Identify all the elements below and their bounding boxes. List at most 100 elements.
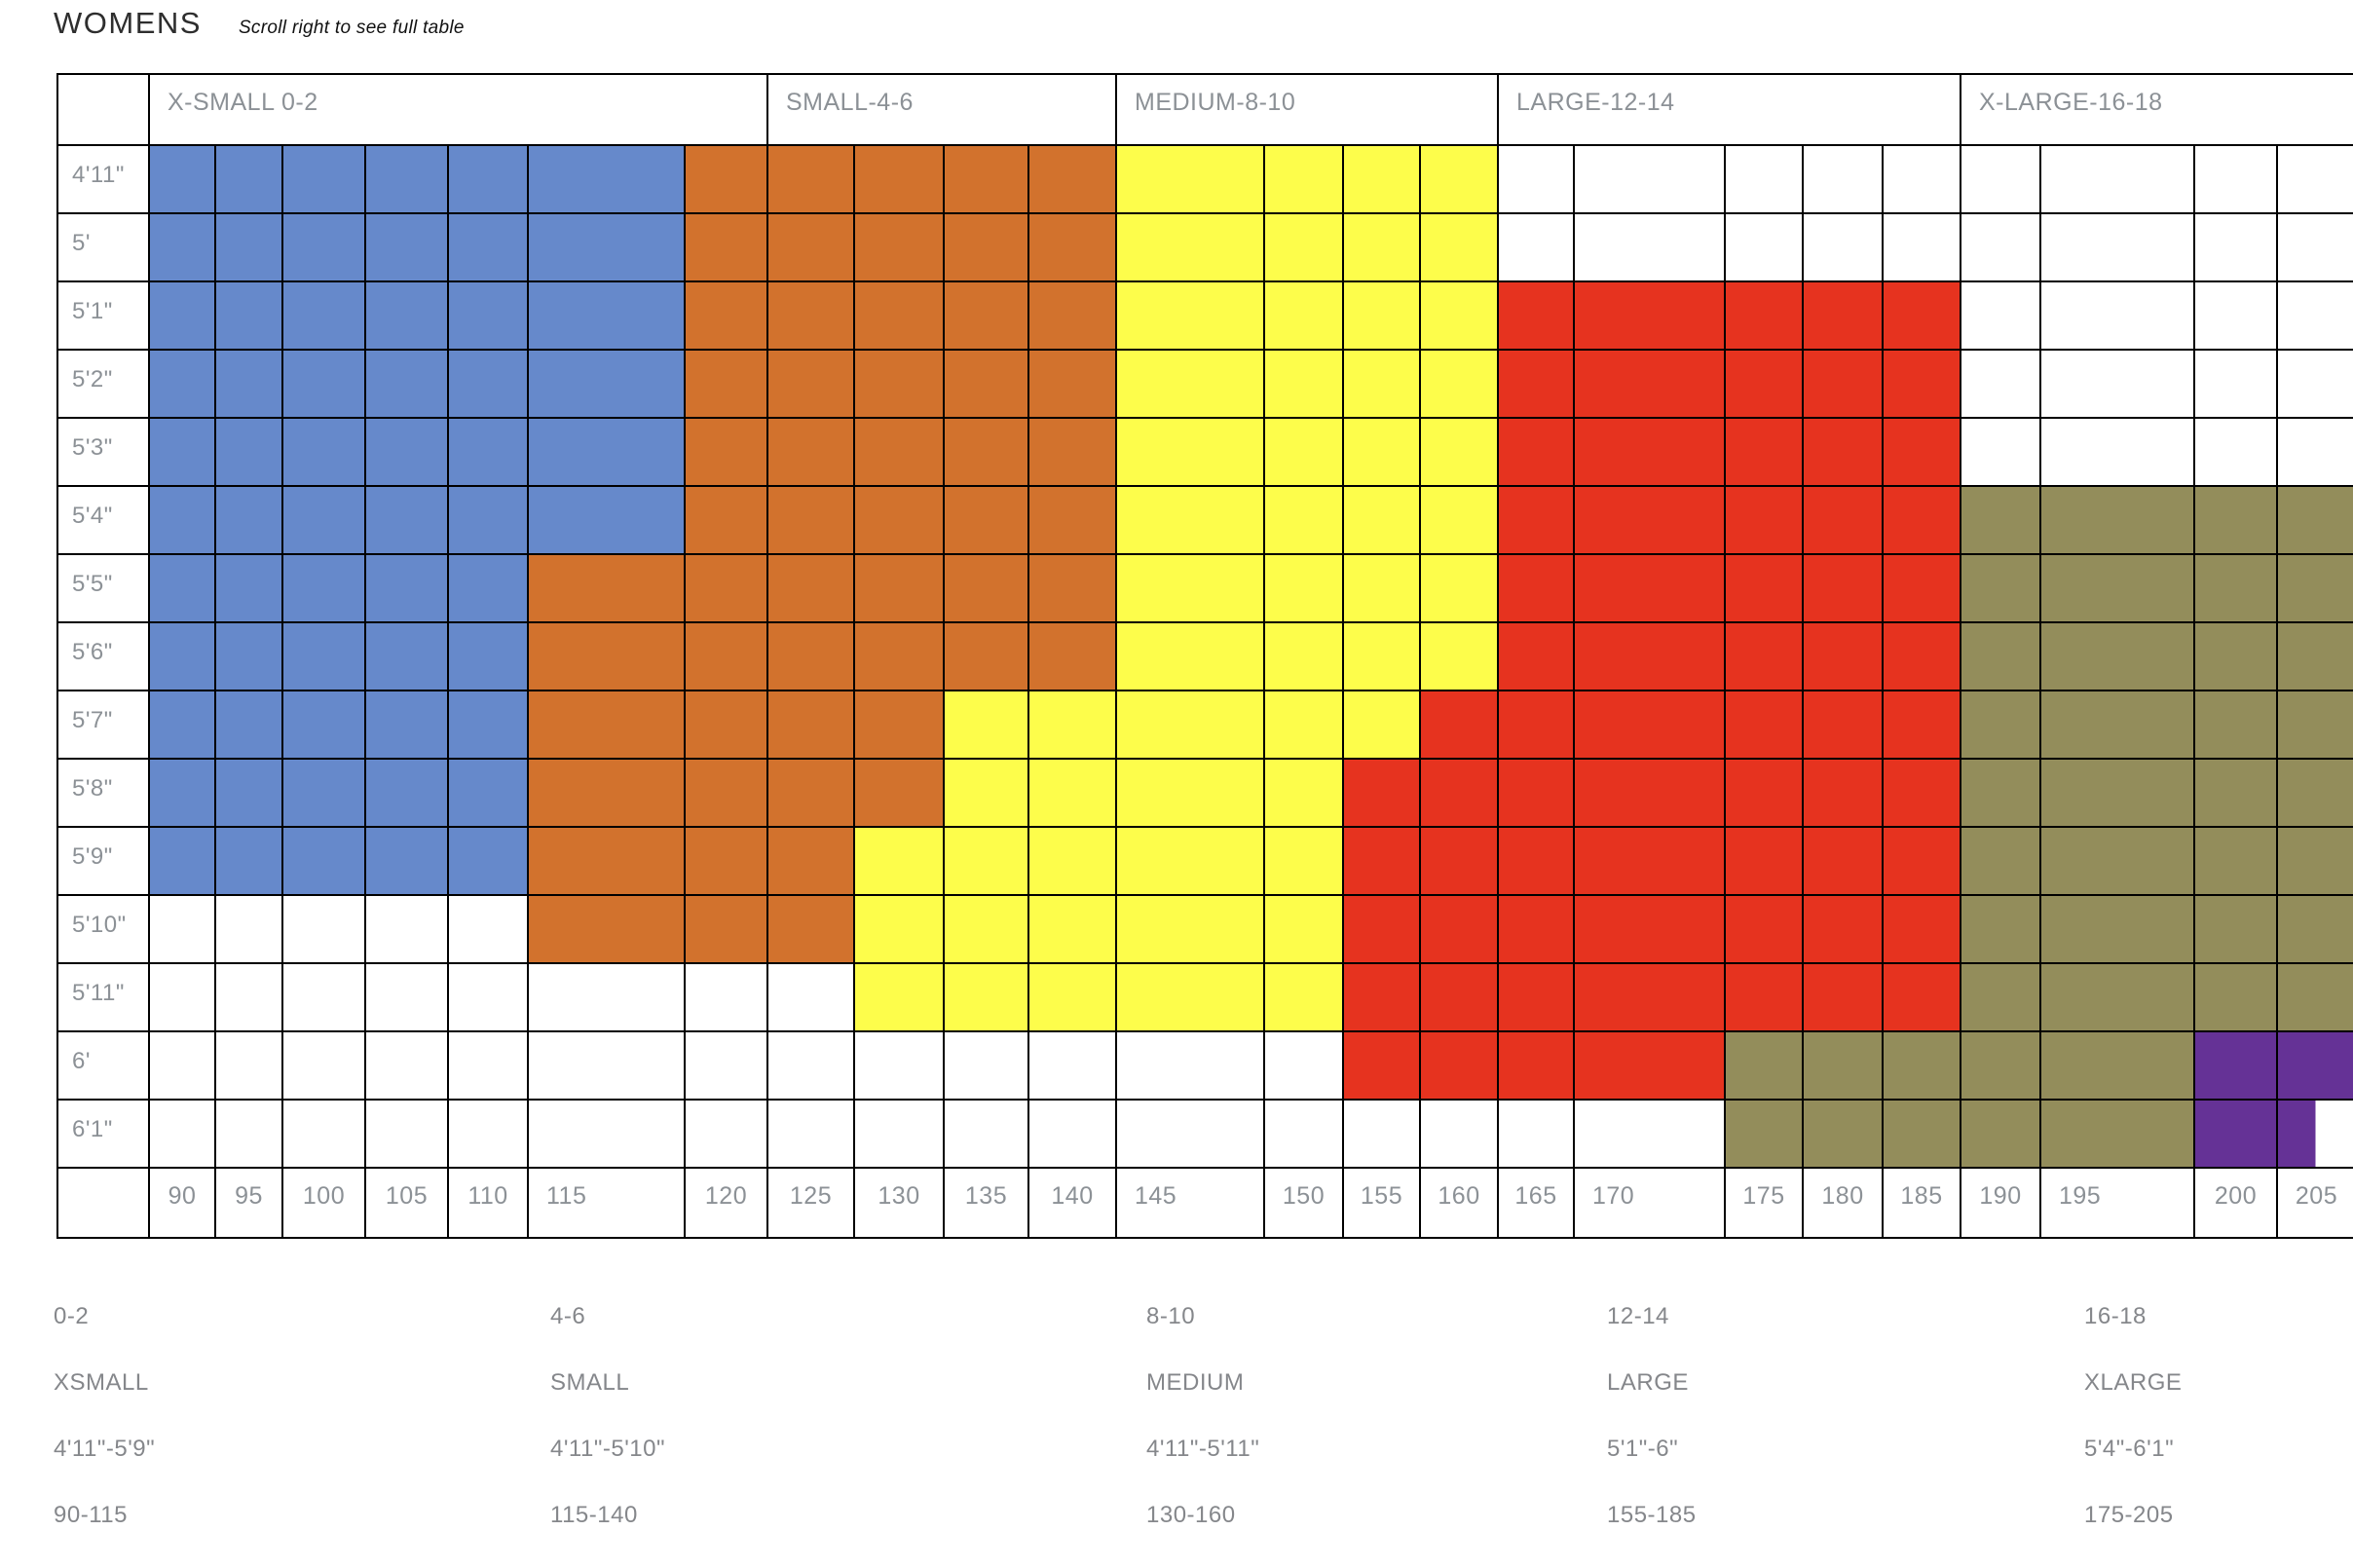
grid-cell — [1804, 351, 1882, 417]
grid-cell — [283, 214, 364, 280]
weight-label: 165 — [1499, 1169, 1573, 1237]
height-row-label: 5'5" — [58, 555, 148, 621]
grid-cell — [1029, 214, 1115, 280]
weight-label: 185 — [1884, 1169, 1960, 1237]
grid-cell — [1029, 1032, 1115, 1099]
grid-cell — [283, 896, 364, 962]
grid-cell — [1499, 896, 1573, 962]
grid-cell — [150, 214, 214, 280]
height-row-label: 5'3" — [58, 419, 148, 485]
grid-cell — [1421, 760, 1497, 826]
grid-cell — [150, 487, 214, 553]
grid-cell — [1961, 146, 2039, 212]
grid-cell — [1117, 419, 1263, 485]
grid-cell — [945, 896, 1027, 962]
grid-cell — [216, 146, 281, 212]
grid-cell — [1117, 282, 1263, 349]
grid-cell — [1421, 828, 1497, 894]
grid-cell — [1575, 964, 1724, 1030]
legend-column-xsmall: 0-2 XSMALL 4'11"-5'9" 90-115 — [54, 1303, 502, 1568]
height-row-label: 5' — [58, 214, 148, 280]
grid-cell — [2278, 760, 2353, 826]
grid-cell — [1421, 555, 1497, 621]
weight-label: 95 — [216, 1169, 281, 1237]
grid-cell — [768, 487, 853, 553]
legend-range-text: 12-14 — [1607, 1303, 1669, 1329]
grid-cell — [1029, 146, 1115, 212]
grid-cell — [945, 419, 1027, 485]
grid-cell — [768, 1101, 853, 1167]
grid-cell — [216, 214, 281, 280]
legend-heights-text: 5'1"-6" — [1607, 1436, 1679, 1462]
grid-cell — [1265, 1101, 1342, 1167]
grid-cell — [768, 555, 853, 621]
weight-label: 160 — [1421, 1169, 1497, 1237]
grid-cell — [216, 623, 281, 690]
grid-cell — [216, 964, 281, 1030]
grid-cell — [1884, 555, 1960, 621]
grid-cell — [1804, 419, 1882, 485]
grid-cell — [855, 146, 943, 212]
grid-cell — [1117, 623, 1263, 690]
grid-cell — [1726, 282, 1802, 349]
grid-cell — [449, 214, 527, 280]
grid-cell — [1117, 487, 1263, 553]
grid-cell — [1499, 760, 1573, 826]
grid-cell — [1029, 351, 1115, 417]
grid-cell — [1961, 351, 2039, 417]
grid-cell — [529, 964, 684, 1030]
grid-cell — [945, 691, 1027, 758]
grid-cell — [529, 1032, 684, 1099]
grid-cell — [283, 760, 364, 826]
grid-cell — [1344, 282, 1419, 349]
grid-cell — [1961, 828, 2039, 894]
weight-label: 155 — [1344, 1169, 1419, 1237]
grid-cell — [366, 146, 447, 212]
grid-cell — [1421, 896, 1497, 962]
grid-cell — [283, 351, 364, 417]
grid-cell — [529, 1101, 684, 1167]
grid-cell — [2195, 964, 2276, 1030]
grid-cell — [529, 214, 684, 280]
grid-cell — [283, 487, 364, 553]
grid-cell — [2041, 555, 2193, 621]
grid-cell — [945, 214, 1027, 280]
grid-cell — [1804, 760, 1882, 826]
grid-cell — [1344, 214, 1419, 280]
grid-cell — [855, 964, 943, 1030]
grid-cell — [1804, 555, 1882, 621]
grid-cell — [449, 623, 527, 690]
weight-row-corner-cell — [58, 1169, 148, 1237]
legend-weights-text: 130-160 — [1146, 1502, 1236, 1528]
grid-cell — [1961, 419, 2039, 485]
grid-cell — [529, 282, 684, 349]
grid-cell — [283, 282, 364, 349]
legend-heights-text: 4'11"-5'10" — [550, 1436, 665, 1462]
grid-cell — [1029, 760, 1115, 826]
grid-cell — [449, 351, 527, 417]
grid-cell — [2041, 419, 2193, 485]
grid-cell — [283, 1032, 364, 1099]
grid-cell — [1884, 214, 1960, 280]
grid-cell — [1575, 555, 1724, 621]
grid-cell — [855, 487, 943, 553]
grid-cell — [449, 760, 527, 826]
grid-cell — [449, 828, 527, 894]
grid-cell — [1961, 282, 2039, 349]
grid-cell — [1884, 896, 1960, 962]
grid-cell — [1029, 964, 1115, 1030]
womens-size-chart-table[interactable]: X-SMALL 0-2 SMALL-4-6 MEDIUM-8-10 LARGE-12-… — [56, 73, 2353, 1239]
grid-cell — [1344, 760, 1419, 826]
grid-cell — [1344, 351, 1419, 417]
grid-cell — [1344, 691, 1419, 758]
grid-cell — [216, 1032, 281, 1099]
grid-cell — [529, 896, 684, 962]
grid-cell — [2278, 623, 2353, 690]
grid-cell — [1804, 964, 1882, 1030]
grid-cell — [1265, 555, 1342, 621]
grid-cell — [283, 964, 364, 1030]
grid-cell — [1961, 214, 2039, 280]
weight-label: 190 — [1961, 1169, 2039, 1237]
grid-cell — [1804, 896, 1882, 962]
grid-cell — [1421, 351, 1497, 417]
